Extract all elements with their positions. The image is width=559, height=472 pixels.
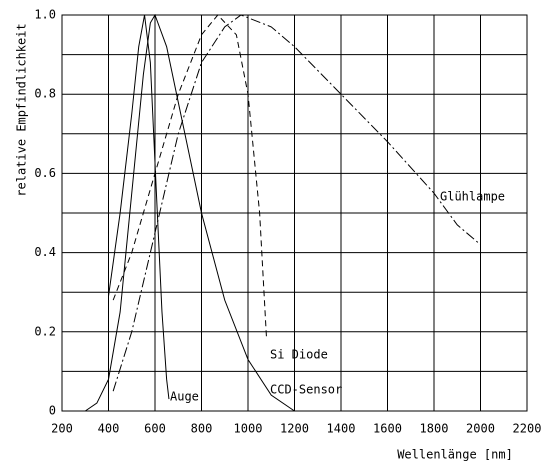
- series-label: CCD-Sensor: [270, 383, 342, 397]
- x-axis-label: Wellenlänge [nm]: [397, 448, 513, 462]
- y-tick-label: 0.6: [34, 166, 56, 180]
- series-line: [112, 14, 481, 392]
- series-label: Auge: [170, 390, 199, 404]
- series-line: [112, 14, 268, 340]
- series-line: [84, 13, 295, 412]
- x-tick-label: 2000: [466, 422, 495, 436]
- y-tick-label: 0.2: [34, 324, 56, 338]
- series-label: Si Diode: [270, 348, 328, 362]
- x-tick-label: 1200: [280, 422, 309, 436]
- y-axis-label: relative Empfindlichkeit: [15, 23, 29, 196]
- y-tick-label: 0.8: [34, 87, 56, 101]
- x-tick-label: 600: [144, 422, 166, 436]
- x-tick-label: 1800: [420, 422, 449, 436]
- x-tick-label: 1000: [234, 422, 263, 436]
- y-tick-label: 0.4: [34, 245, 56, 259]
- x-tick-label: 1600: [373, 422, 402, 436]
- y-tick-label: 0: [49, 404, 56, 418]
- y-tick-label: 1.0: [34, 8, 56, 22]
- series-line: [108, 14, 170, 400]
- x-tick-label: 2200: [513, 422, 542, 436]
- x-tick-label: 800: [191, 422, 213, 436]
- x-tick-label: 1400: [327, 422, 356, 436]
- x-tick-label: 400: [98, 422, 120, 436]
- x-tick-label: 200: [51, 422, 73, 436]
- series-label: Glühlampe: [440, 190, 505, 204]
